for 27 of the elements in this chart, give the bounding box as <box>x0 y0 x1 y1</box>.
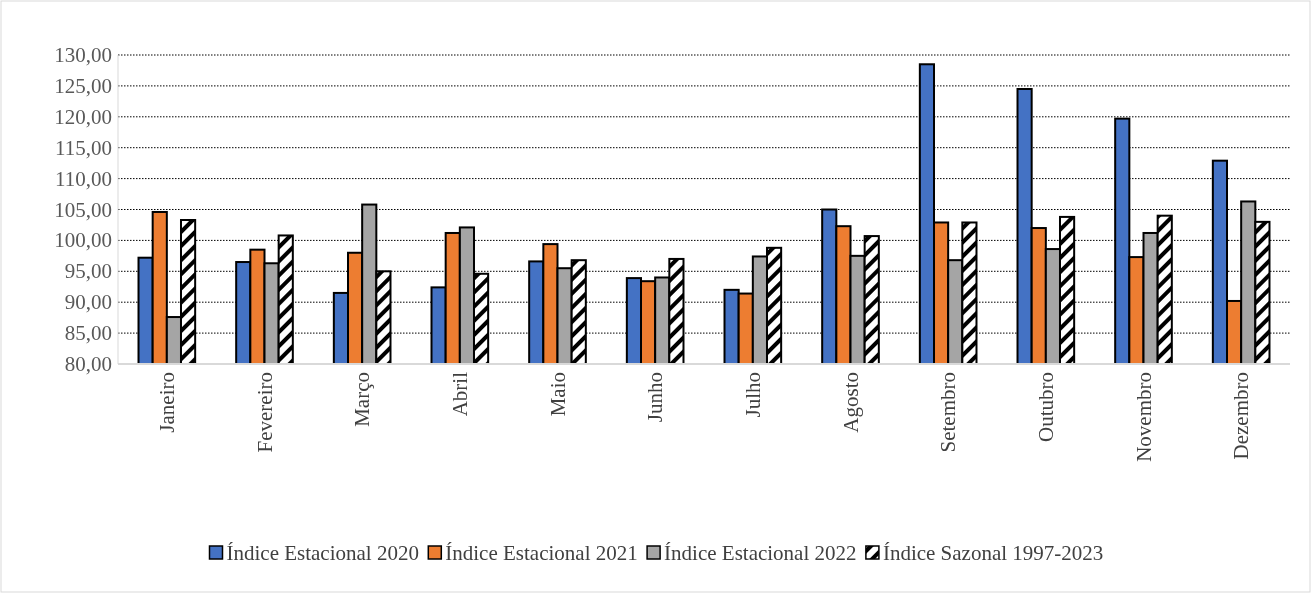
legend-label: Índice Sazonal 1997-2023 <box>882 541 1104 565</box>
y-tick-label: 105,00 <box>54 197 112 222</box>
y-tick-label: 95,00 <box>64 259 112 284</box>
y-tick-label: 115,00 <box>55 135 112 160</box>
x-tick-label: Julho <box>740 372 765 418</box>
y-tick-label: 120,00 <box>54 104 112 129</box>
x-tick-label: Dezembro <box>1229 372 1254 460</box>
x-tick-label: Outubro <box>1033 372 1058 442</box>
x-tick-label: Agosto <box>838 372 863 433</box>
x-tick-label: Maio <box>545 372 570 417</box>
legend-label: Índice Estacional 2020 <box>226 541 419 565</box>
x-tick-label: Março <box>350 372 375 427</box>
y-tick-label: 80,00 <box>64 352 112 376</box>
x-tick-label: Novembro <box>1131 372 1156 462</box>
x-tick-label: Fevereiro <box>252 372 277 453</box>
y-tick-label: 100,00 <box>54 228 112 253</box>
y-tick-label: 90,00 <box>64 290 112 315</box>
legend-label: Índice Estacional 2022 <box>664 541 857 565</box>
x-tick-label: Setembro <box>936 372 961 453</box>
legend-label: Índice Estacional 2021 <box>445 541 638 565</box>
y-tick-label: 125,00 <box>54 73 112 98</box>
x-tick-label: Abril <box>447 371 472 417</box>
x-tick-label: Janeiro <box>154 372 179 433</box>
y-tick-label: 85,00 <box>64 321 112 346</box>
y-tick-label: 110,00 <box>55 166 112 191</box>
x-tick-label: Junho <box>643 372 668 423</box>
y-tick-label: 130,00 <box>54 43 112 67</box>
